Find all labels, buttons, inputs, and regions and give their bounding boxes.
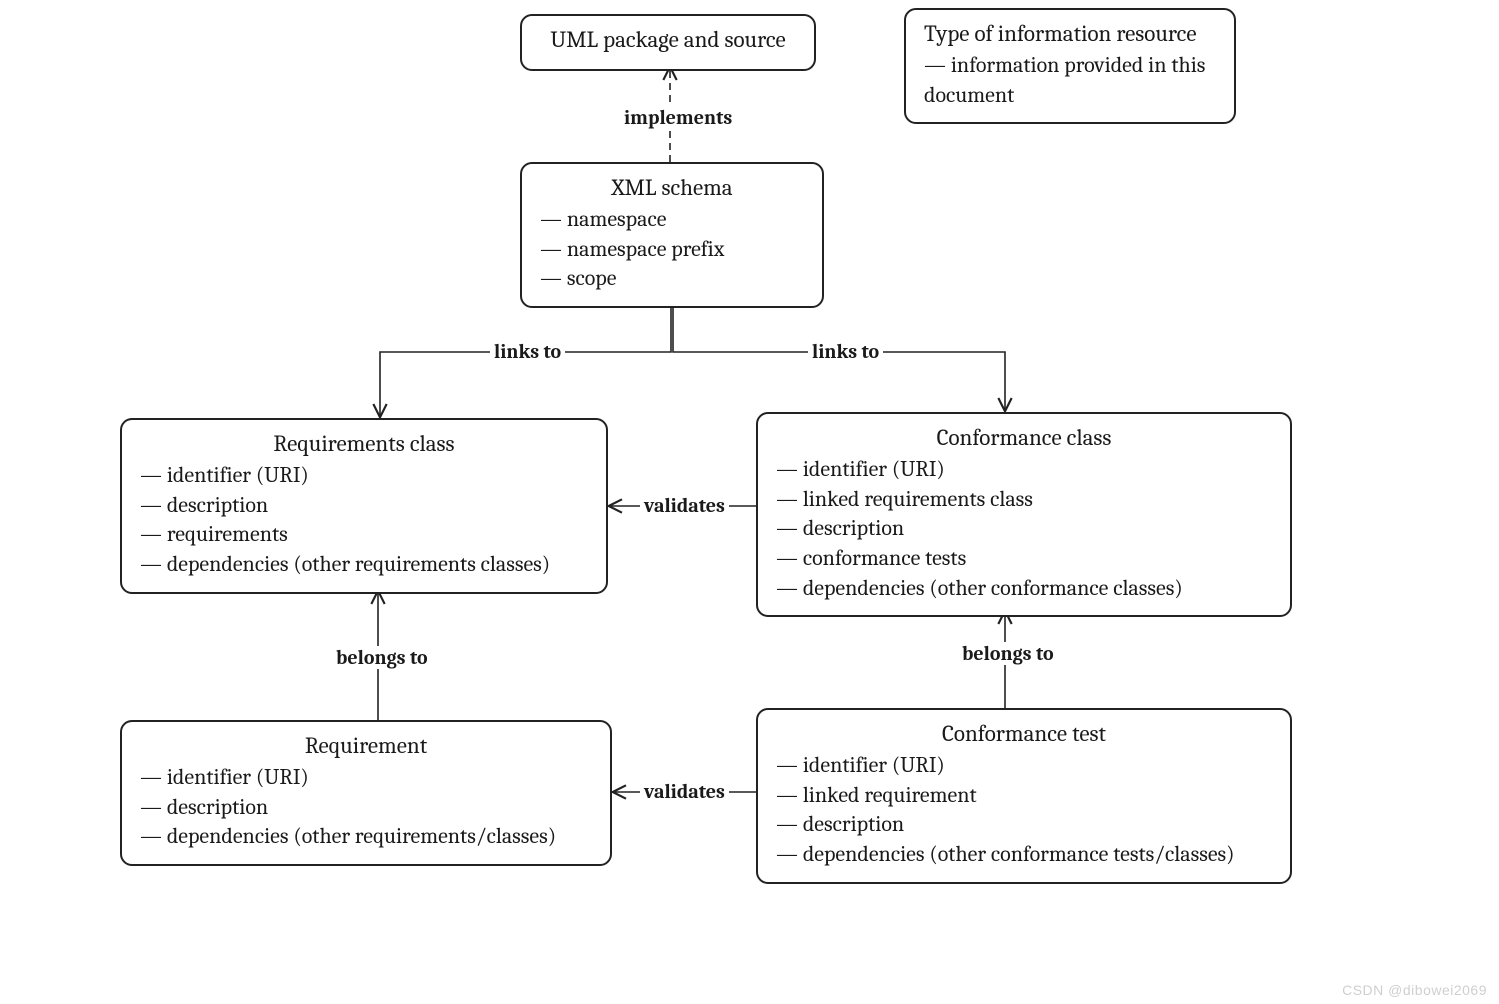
label-validates-bottom: validates bbox=[640, 780, 729, 803]
label-validates-top: validates bbox=[640, 494, 729, 517]
node-confclass-title: Conformance class bbox=[776, 424, 1272, 451]
label-links-left: links to bbox=[490, 340, 565, 363]
watermark: CSDN @dibowei2069 bbox=[1342, 982, 1487, 998]
node-legend-item: — information provided in this document bbox=[924, 51, 1216, 110]
node-req-title: Requirement bbox=[140, 732, 592, 759]
node-uml: UML package and source bbox=[520, 14, 816, 71]
node-conftest-title: Conformance test bbox=[776, 720, 1272, 747]
node-reqclass-item: — requirements bbox=[140, 520, 588, 550]
node-xml-title: XML schema bbox=[540, 174, 804, 201]
node-xml-item: — scope bbox=[540, 264, 804, 294]
node-reqclass-title: Requirements class bbox=[140, 430, 588, 457]
node-reqclass-item: — identifier (URI) bbox=[140, 461, 588, 491]
node-conftest-item: — identifier (URI) bbox=[776, 751, 1272, 781]
node-legend-title: Type of information resource bbox=[924, 20, 1216, 47]
label-implements: implements bbox=[620, 106, 736, 129]
node-xml-item: — namespace prefix bbox=[540, 235, 804, 265]
label-belongs-left: belongs to bbox=[332, 646, 432, 669]
node-reqclass: Requirements class — identifier (URI) — … bbox=[120, 418, 608, 594]
node-conftest-item: — dependencies (other conformance tests/… bbox=[776, 840, 1272, 870]
label-belongs-right: belongs to bbox=[958, 642, 1058, 665]
node-conftest-item: — description bbox=[776, 810, 1272, 840]
node-conftest: Conformance test — identifier (URI) — li… bbox=[756, 708, 1292, 884]
node-legend: Type of information resource — informati… bbox=[904, 8, 1236, 124]
node-conftest-item: — linked requirement bbox=[776, 781, 1272, 811]
node-xml-item: — namespace bbox=[540, 205, 804, 235]
node-confclass-item: — dependencies (other conformance classe… bbox=[776, 574, 1272, 604]
label-links-right: links to bbox=[808, 340, 883, 363]
node-xml: XML schema — namespace — namespace prefi… bbox=[520, 162, 824, 308]
node-reqclass-item: — dependencies (other requirements class… bbox=[140, 550, 588, 580]
node-confclass-item: — linked requirements class bbox=[776, 485, 1272, 515]
node-reqclass-item: — description bbox=[140, 491, 588, 521]
node-req-item: — identifier (URI) bbox=[140, 763, 592, 793]
node-req-item: — description bbox=[140, 793, 592, 823]
node-req-item: — dependencies (other requirements/class… bbox=[140, 822, 592, 852]
node-req: Requirement — identifier (URI) — descrip… bbox=[120, 720, 612, 866]
node-uml-title: UML package and source bbox=[540, 26, 796, 53]
node-confclass-item: — conformance tests bbox=[776, 544, 1272, 574]
node-confclass-item: — identifier (URI) bbox=[776, 455, 1272, 485]
node-confclass-item: — description bbox=[776, 514, 1272, 544]
node-confclass: Conformance class — identifier (URI) — l… bbox=[756, 412, 1292, 617]
